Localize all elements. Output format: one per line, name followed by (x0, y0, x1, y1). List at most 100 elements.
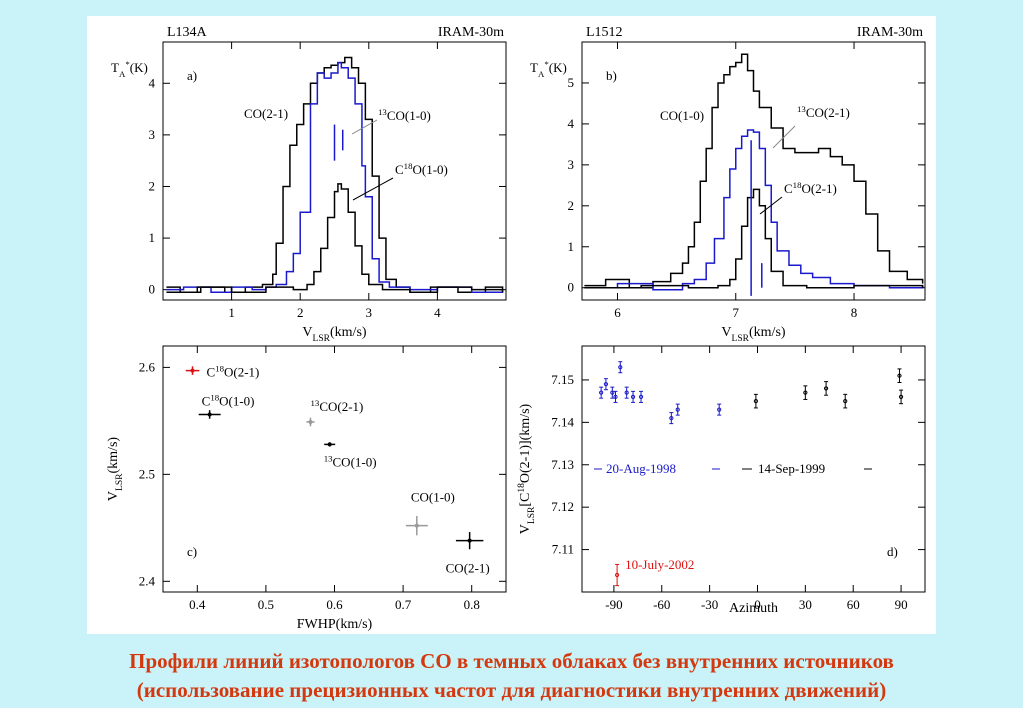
y-axis-label-part: V (518, 524, 533, 534)
series-label: C18O(2-1) (784, 180, 837, 196)
x-tick-label: 0.4 (189, 597, 206, 612)
legend-label-blue: 20-Aug-1998 (606, 461, 676, 476)
y-axis-label-part: 18 (517, 483, 527, 493)
x-tick-label: 1 (228, 305, 235, 320)
point-marker (717, 407, 722, 412)
x-axis-label-part: V (721, 325, 731, 340)
point-marker (467, 538, 472, 543)
plot-frame-a (162, 41, 507, 301)
series-label-part: CO(2-1) (244, 106, 288, 121)
data-point (324, 442, 336, 447)
spectrum-line-C18O(2-1) (584, 188, 924, 289)
point-label: CO(1-0) (411, 490, 455, 505)
data-point (675, 403, 680, 416)
point-marker (414, 523, 419, 528)
spectrum-line-CO(1-0) (584, 53, 924, 289)
point-marker (675, 407, 680, 412)
data-point (823, 381, 829, 396)
point-marker (624, 390, 629, 395)
point-marker (207, 412, 212, 417)
y-tick-label: 2.6 (139, 359, 156, 374)
x-tick-label: 3 (366, 305, 373, 320)
point-label: C18O(2-1) (206, 364, 259, 380)
x-axis-label-part: (km/s) (330, 325, 367, 340)
data-point (185, 366, 200, 375)
series-label-part: 18 (404, 161, 413, 171)
point-marker (638, 394, 644, 399)
x-tick-label: 60 (847, 597, 860, 612)
x-axis-label: VLSR(km/s) (302, 325, 366, 344)
data-point (803, 385, 808, 400)
point-marker (618, 365, 623, 370)
series-label-part: CO(1-0) (387, 108, 431, 123)
x-tick-label: 8 (851, 305, 858, 320)
data-point (198, 410, 221, 419)
point-marker (599, 390, 604, 395)
x-tick-label: 0.6 (326, 597, 343, 612)
point-label-part: CO(1-0) (411, 490, 455, 505)
series-label-part: CO(2-1) (806, 105, 850, 120)
point-marker (630, 394, 636, 399)
y-axis-label: VLSR[C18O(2-1)](km/s) (517, 403, 537, 534)
y-tick-label: 4 (568, 116, 575, 131)
panel-label: d) (887, 544, 898, 559)
point-label-part: O(2-1) (224, 365, 259, 380)
x-axis-label-part: V (302, 325, 312, 340)
point-marker (613, 394, 618, 399)
point-label: CO(2-1) (446, 561, 490, 576)
x-tick-label: 0.7 (395, 597, 412, 612)
point-label: 13CO(1-0) (324, 453, 377, 469)
y-tick-label: 2.5 (139, 466, 155, 481)
x-tick-label: 2 (297, 305, 304, 320)
caption-line-1: Профили линий изотопологов CO в темных о… (129, 649, 894, 673)
source-name: L1512 (586, 25, 623, 40)
data-point (717, 403, 722, 416)
y-axis-label: TA*(K) (530, 59, 567, 79)
point-marker (803, 390, 808, 395)
series-label-part: 13 (797, 104, 806, 114)
x-tick-label: -60 (653, 597, 670, 612)
x-tick-label: 0.8 (464, 597, 480, 612)
spectrum-line-CO(2-1) (166, 56, 504, 294)
y-tick-label: 3 (568, 157, 575, 172)
x-axis-label-part: LSR (313, 334, 331, 344)
legend-label-red: 10-July-2002 (625, 557, 694, 572)
series-label: 13CO(2-1) (797, 104, 850, 120)
point-label-part: C (202, 393, 211, 408)
y-tick-label: 2.4 (139, 573, 156, 588)
series-label-part: 18 (793, 180, 802, 190)
series-label-part: CO(1-0) (660, 108, 704, 123)
y-axis-label-part: V (106, 491, 121, 501)
data-point (630, 390, 636, 403)
x-tick-label: -90 (605, 597, 622, 612)
x-axis-label-part: (km/s) (749, 325, 786, 340)
y-tick-label: 0 (149, 282, 156, 297)
y-tick-label: 7.14 (551, 414, 574, 429)
point-marker (308, 419, 313, 424)
y-tick-label: 1 (149, 230, 156, 245)
point-marker (897, 373, 902, 378)
y-tick-label: 2 (149, 178, 156, 193)
plot-frame-b (581, 41, 926, 301)
point-marker (898, 394, 904, 399)
x-tick-label: 7 (733, 305, 740, 320)
point-marker (843, 399, 848, 404)
source-name: L134A (167, 25, 208, 40)
series-label: 13CO(1-0) (378, 107, 431, 123)
data-point (405, 516, 428, 536)
y-tick-label: 5 (568, 75, 575, 90)
series-label-part: C (395, 162, 404, 177)
point-label-part: CO(1-0) (333, 454, 377, 469)
data-point (669, 412, 674, 425)
x-tick-label: 0 (754, 597, 761, 612)
data-point (624, 386, 629, 399)
y-tick-label: 1 (568, 239, 575, 254)
y-axis-label-part: [C (518, 493, 533, 507)
y-axis-label-part: (K) (130, 60, 148, 75)
y-axis-label-part: T (530, 60, 538, 75)
data-point (599, 386, 604, 399)
x-axis-label: Azimuth (729, 601, 778, 616)
x-axis-label-part: LSR (732, 334, 750, 344)
data-point (897, 368, 902, 383)
